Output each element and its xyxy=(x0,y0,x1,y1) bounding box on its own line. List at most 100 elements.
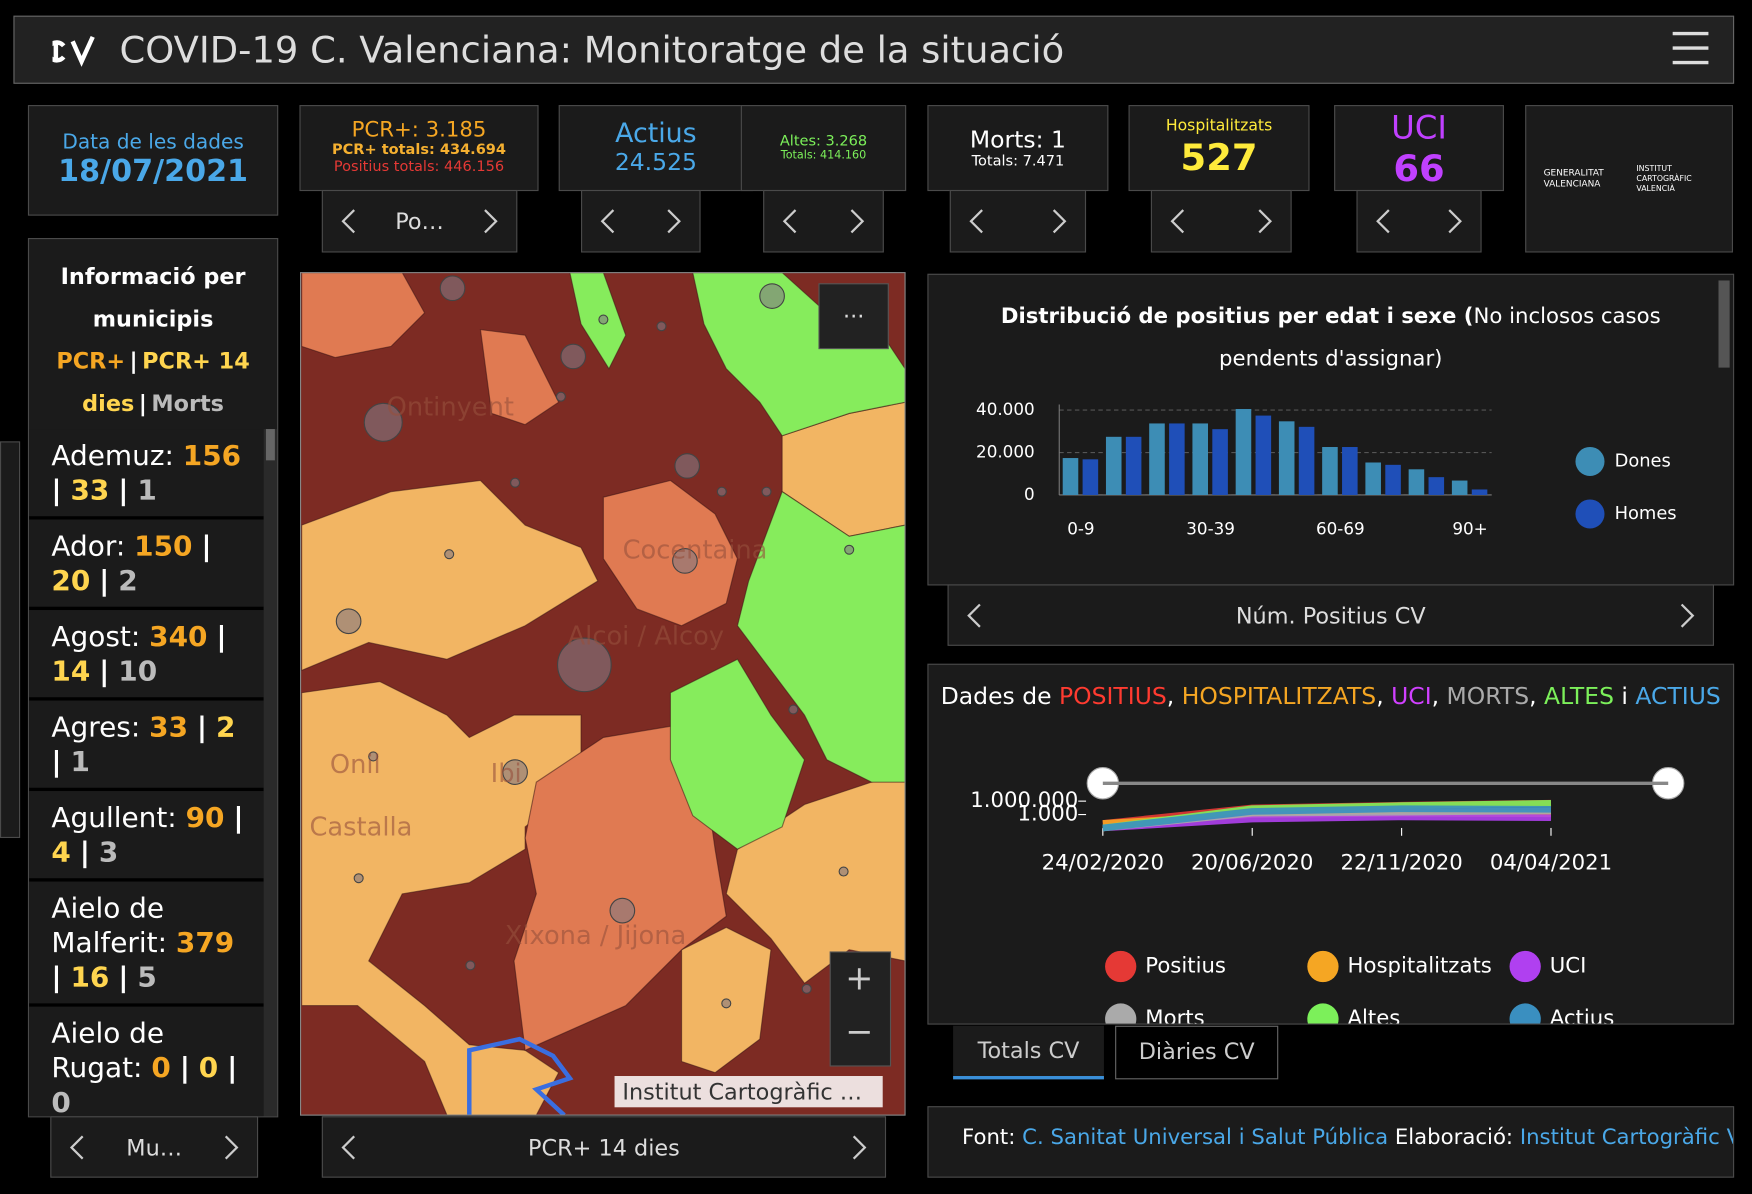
morts: 2 xyxy=(118,564,138,597)
scrollbar[interactable] xyxy=(1718,280,1730,368)
nav-arrow[interactable] xyxy=(341,1134,357,1161)
nav-arrow[interactable] xyxy=(967,602,983,629)
nav-arrow[interactable] xyxy=(1257,208,1273,235)
pcr14: 2 xyxy=(216,710,236,744)
municipalities-nav[interactable]: Mu… xyxy=(50,1116,259,1178)
legend-entry: PCR+ xyxy=(56,347,126,375)
nav-arrow[interactable] xyxy=(1051,208,1067,235)
separator: | xyxy=(99,564,110,597)
title-part: MORTS xyxy=(1446,682,1530,710)
nav-arrow[interactable] xyxy=(1447,208,1463,235)
chevron xyxy=(1258,209,1273,234)
bar-chart-nav[interactable]: Núm. Positius CV xyxy=(947,584,1715,646)
municipality: Agullent: 90 | 4 | 3 xyxy=(29,791,264,882)
chart-title: Distribució de positius per edat i sexe … xyxy=(929,295,1733,380)
pcr14: 20 xyxy=(51,564,91,597)
altes-card: Altes: 3.268 Totals: 414.160 xyxy=(740,105,907,192)
nav-arrow[interactable] xyxy=(666,208,682,235)
nav-arrow[interactable] xyxy=(483,208,499,235)
name: Aielo de Malferit: xyxy=(51,891,168,959)
pcr: 0 xyxy=(151,1051,171,1084)
label: UCI xyxy=(1391,108,1447,147)
nav-arrow[interactable] xyxy=(782,208,798,235)
pcr-card: PCR+: 3.185 PCR+ totals: 434.694 Positiu… xyxy=(299,105,539,192)
line-chart-panel: Dades de POSITIUS, HOSPITALITZATS, UCI, … xyxy=(927,663,1735,1025)
place-label: Cocentaina xyxy=(623,535,768,565)
value: 527 xyxy=(1180,135,1258,179)
nav-label: Po… xyxy=(395,207,444,235)
chevron xyxy=(1170,209,1185,234)
nav-arrow[interactable] xyxy=(69,1134,85,1161)
hosp-card: Hospitalitzats 527 xyxy=(1128,105,1310,192)
title-part: POSITIUS xyxy=(1059,682,1167,710)
label: Hospitalitzats xyxy=(1165,117,1273,136)
title-part: , xyxy=(1376,682,1392,710)
morts: 1 xyxy=(70,745,90,778)
scrollbar[interactable] xyxy=(263,429,278,1117)
separator: | xyxy=(118,960,129,994)
header: COVID-19 C. Valenciana: Monitoratge de l… xyxy=(13,15,1735,84)
morts-card: Morts: 1 Totals: 7.471 xyxy=(927,105,1109,192)
nav-label: Mu… xyxy=(126,1133,183,1161)
morts: 5 xyxy=(137,960,157,994)
actius-nav[interactable] xyxy=(581,189,701,253)
main: Morts: 1 xyxy=(969,126,1066,154)
altes-nav[interactable] xyxy=(763,189,884,253)
value: 18/07/2021 xyxy=(58,154,249,189)
separator: | xyxy=(216,620,227,653)
tab[interactable]: Diàries CV xyxy=(1115,1025,1279,1080)
side-tab[interactable] xyxy=(0,441,21,839)
uci-nav[interactable] xyxy=(1356,189,1482,253)
value: 24.525 xyxy=(614,148,697,176)
nav-arrow[interactable] xyxy=(969,208,985,235)
main: Altes: 3.268 xyxy=(779,132,868,150)
hosp-nav[interactable] xyxy=(1150,189,1292,253)
place-label: Ontinyent xyxy=(387,392,514,422)
nav-arrow[interactable] xyxy=(851,1134,867,1161)
map[interactable] xyxy=(300,272,906,1116)
label: Elaboració: xyxy=(1388,1125,1520,1150)
separator: | xyxy=(201,529,212,563)
separator: | xyxy=(51,473,62,507)
chevron xyxy=(782,209,797,234)
zoom-in: + xyxy=(845,958,873,997)
link: C. Sanitat Universal i Salut Pública xyxy=(1022,1125,1389,1150)
chevron xyxy=(967,603,981,628)
footer: Font: C. Sanitat Universal i Salut Públi… xyxy=(927,1106,1735,1178)
chevron xyxy=(850,209,865,234)
menu-button[interactable] xyxy=(1670,30,1710,66)
actius-card: Actius 24.525 xyxy=(558,105,754,192)
nav-arrow[interactable] xyxy=(600,208,616,235)
title-part: , xyxy=(1529,682,1545,710)
zoom-control[interactable] xyxy=(829,951,892,1067)
name: Agost: xyxy=(51,620,141,653)
pcr: 150 xyxy=(134,529,193,563)
morts: 10 xyxy=(118,654,158,688)
municipality: Ador: 150 | 20 | 2 xyxy=(29,519,264,611)
title-part: ALTES xyxy=(1544,682,1614,710)
icv-logo: INSTITUT CARTOGRÀFIC VALENCIÀ xyxy=(1636,163,1692,193)
municipalities-panel: Informació per municipis PCR+ | PCR+ 14 di… xyxy=(27,237,279,1118)
tab[interactable]: Totals CV xyxy=(953,1025,1104,1080)
chevron xyxy=(1448,209,1462,234)
map-labels: Ontinyent Cocentaina Alcoi / Alcoy Onil Ibi C… xyxy=(309,392,767,951)
nav-arrow[interactable] xyxy=(1375,208,1391,235)
logo-icon xyxy=(52,35,95,67)
gva-logo: GENERALITAT VALENCIANA xyxy=(1543,167,1604,189)
morts-nav[interactable] xyxy=(949,189,1087,253)
place-label: Alcoi / Alcoy xyxy=(568,621,724,651)
nav-arrow[interactable] xyxy=(849,208,865,235)
nav-arrow[interactable] xyxy=(1170,208,1186,235)
title: COVID-19 C. Valenciana: Monitoratge de l… xyxy=(119,27,1065,72)
nav-arrow[interactable] xyxy=(341,208,357,235)
nav-arrow[interactable] xyxy=(1679,602,1695,629)
pcr-nav[interactable]: Po… xyxy=(321,189,518,253)
label: Font: xyxy=(962,1125,1023,1150)
pcr: 33 xyxy=(149,710,189,744)
nav-arrow[interactable] xyxy=(223,1134,239,1161)
separator: | xyxy=(179,1051,190,1084)
panel-title: Informació per municipis xyxy=(60,262,246,332)
map-nav[interactable]: PCR+ 14 dies xyxy=(321,1116,887,1178)
map-menu[interactable] xyxy=(818,283,889,350)
